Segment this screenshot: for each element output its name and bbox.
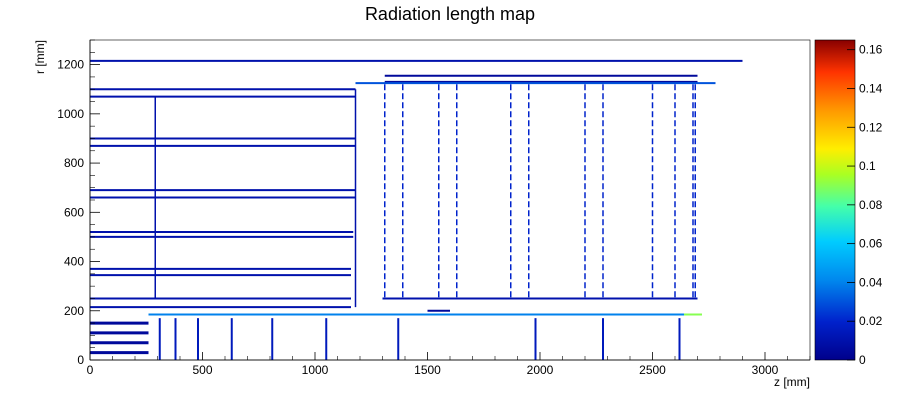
colorbar-tick-label: 0.06 bbox=[859, 237, 883, 251]
colorbar-axis: 0 0.02 0.04 0.06 0.08 0.1 0.12 0.14 0.16 bbox=[847, 43, 883, 367]
x-tick-label: 3000 bbox=[752, 363, 779, 377]
x-axis-label: z [mm] bbox=[774, 375, 810, 389]
y-tick-label: 1200 bbox=[57, 58, 84, 72]
y-axis: 0 200 400 600 800 1000 1200 bbox=[57, 39, 100, 367]
colorbar-tick-label: 0 bbox=[859, 353, 866, 367]
x-tick-label: 500 bbox=[192, 363, 212, 377]
y-axis-label: r [mm] bbox=[33, 40, 47, 74]
x-tick-label: 1500 bbox=[414, 363, 441, 377]
colorbar-tick-label: 0.08 bbox=[859, 198, 883, 212]
colorbar-tick-label: 0.14 bbox=[859, 81, 883, 95]
x-tick-label: 1000 bbox=[302, 363, 329, 377]
colorbar bbox=[814, 39, 856, 361]
y-tick-label: 0 bbox=[77, 353, 84, 367]
y-tick-label: 400 bbox=[64, 255, 84, 269]
detector-structures bbox=[90, 59, 743, 360]
y-tick-label: 800 bbox=[64, 156, 84, 170]
x-tick-label: 0 bbox=[87, 363, 94, 377]
plot-frame bbox=[89, 39, 811, 361]
chart-title: Radiation length map bbox=[365, 4, 535, 24]
colorbar-tick-label: 0.02 bbox=[859, 314, 883, 328]
x-axis: 0 500 1000 1500 2000 2500 3000 bbox=[87, 352, 811, 377]
colorbar-tick-label: 0.16 bbox=[859, 43, 883, 57]
x-tick-label: 2000 bbox=[527, 363, 554, 377]
colorbar-tick-label: 0.1 bbox=[859, 159, 876, 173]
y-tick-label: 200 bbox=[64, 304, 84, 318]
colorbar-tick-label: 0.12 bbox=[859, 120, 883, 134]
x-tick-label: 2500 bbox=[639, 363, 666, 377]
y-tick-label: 600 bbox=[64, 205, 84, 219]
colorbar-tick-label: 0.04 bbox=[859, 275, 883, 289]
y-tick-label: 1000 bbox=[57, 107, 84, 121]
